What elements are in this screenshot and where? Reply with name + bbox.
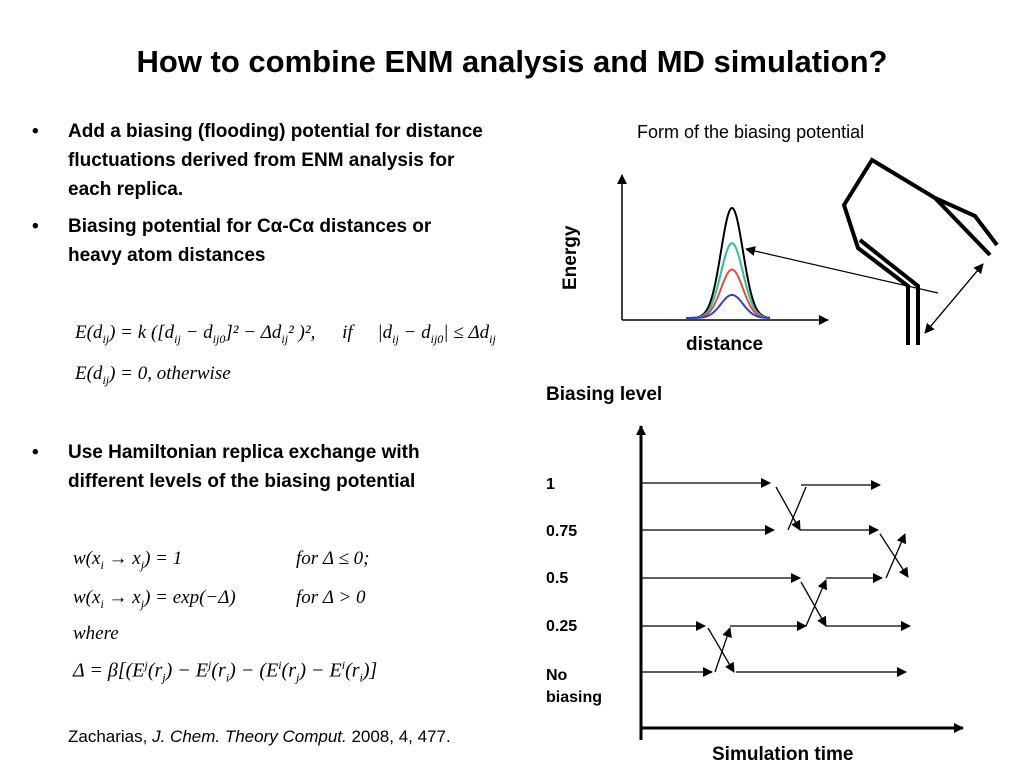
equation-biasing-line1: E(dij) = k ([dij − dij0]² − Δdij² )², if…	[75, 322, 496, 346]
bullet-dot: •	[32, 442, 39, 463]
equation-acceptance-cond1: for Δ ≤ 0;	[296, 548, 370, 569]
level-label: 1	[546, 476, 555, 493]
bullet-dot: •	[32, 216, 39, 237]
level-label: 0.25	[546, 618, 578, 635]
equation-acceptance-line2: w(xi → xj) = exp(−Δ)	[73, 587, 236, 611]
equation-where: where	[73, 623, 119, 644]
annotation-arrows	[745, 246, 984, 334]
equation-delta: Δ = β[(Ej(rj) − Ej(ri) − (Ei(rj) − Ei(ri…	[73, 658, 378, 685]
bullet-text: Add a biasing (flooding) potential for d…	[68, 121, 483, 200]
slide-title: How to combine ENM analysis and MD simul…	[136, 44, 888, 79]
bullet-dot: •	[32, 121, 39, 142]
energy-curve-1	[685, 242, 771, 319]
distance-axis-label: distance	[686, 334, 764, 355]
replica-trajectories	[641, 478, 911, 677]
bullet-text: Use Hamiltonian replica exchange with di…	[68, 442, 420, 492]
bullet-text: Biasing potential for Cα-Cα distances or…	[68, 216, 432, 266]
energy-curve-0	[685, 206, 771, 319]
level-label: No biasing	[546, 667, 603, 706]
energy-plot-axes	[617, 174, 829, 325]
exchange-plot-axes	[636, 425, 964, 740]
biasing-level-label: Biasing level	[546, 384, 663, 405]
equation-acceptance-line1: w(xi → xj) = 1	[73, 548, 183, 572]
energy-curves	[685, 206, 771, 319]
level-label: 0.5	[546, 570, 569, 587]
simulation-time-label: Simulation time	[712, 744, 854, 765]
level-label: 0.75	[546, 523, 578, 540]
energy-plot-caption: Form of the biasing potential	[637, 122, 865, 142]
energy-curve-3	[685, 293, 771, 319]
equation-biasing-line2: E(dij) = 0, otherwise	[75, 363, 231, 387]
structure-sketch	[841, 157, 999, 345]
equation-acceptance-cond2: for Δ > 0	[296, 587, 366, 608]
citation: Zacharias, J. Chem. Theory Comput. 2008,…	[68, 727, 451, 746]
